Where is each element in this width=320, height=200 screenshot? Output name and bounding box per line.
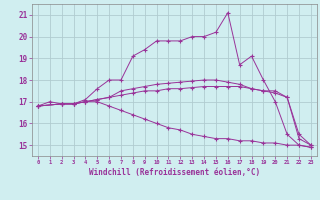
X-axis label: Windchill (Refroidissement éolien,°C): Windchill (Refroidissement éolien,°C)	[89, 168, 260, 177]
